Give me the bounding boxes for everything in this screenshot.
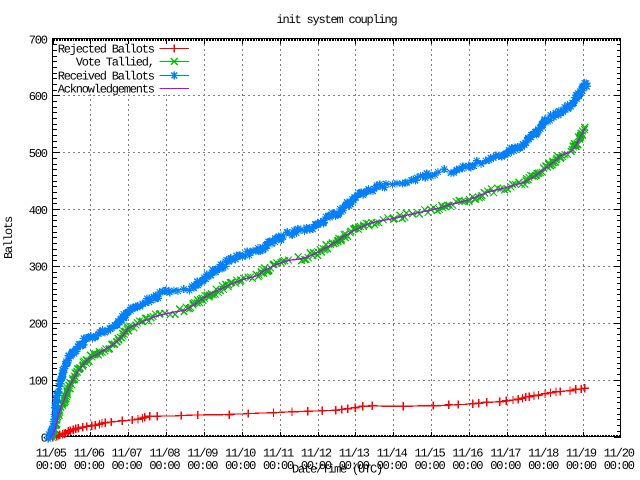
svg-text:00:00: 00:00 <box>604 459 635 473</box>
svg-text:100: 100 <box>29 374 48 388</box>
svg-text:00:00: 00:00 <box>452 459 483 473</box>
svg-text:11/17: 11/17 <box>490 446 521 460</box>
svg-text:11/15: 11/15 <box>414 446 445 460</box>
svg-text:200: 200 <box>29 318 48 332</box>
svg-text:11/18: 11/18 <box>528 446 559 460</box>
svg-text:00:00: 00:00 <box>301 459 332 473</box>
svg-text:11/05: 11/05 <box>36 446 67 460</box>
svg-text:00:00: 00:00 <box>377 459 408 473</box>
svg-text:11/07: 11/07 <box>111 446 142 460</box>
svg-text:Received Ballots: Received Ballots <box>58 70 155 84</box>
svg-text:300: 300 <box>29 261 48 275</box>
svg-text:00:00: 00:00 <box>36 459 67 473</box>
svg-text:11/11: 11/11 <box>263 446 294 460</box>
svg-text:Vote Tallied,: Vote Tallied, <box>76 56 154 70</box>
svg-text:11/20: 11/20 <box>604 446 635 460</box>
svg-text:Ballots: Ballots <box>2 216 16 259</box>
svg-text:11/19: 11/19 <box>566 446 597 460</box>
svg-text:init system coupling: init system coupling <box>276 13 397 27</box>
svg-text:11/14: 11/14 <box>377 446 408 460</box>
svg-text:00:00: 00:00 <box>263 459 294 473</box>
svg-text:700: 700 <box>29 33 48 47</box>
svg-text:00:00: 00:00 <box>414 459 445 473</box>
svg-text:00:00: 00:00 <box>490 459 521 473</box>
svg-text:00:00: 00:00 <box>528 459 559 473</box>
svg-text:Date/Time (UTC): Date/Time (UTC) <box>292 463 382 477</box>
svg-text:11/12: 11/12 <box>301 446 332 460</box>
svg-text:11/10: 11/10 <box>225 446 256 460</box>
svg-text:00:00: 00:00 <box>339 459 370 473</box>
svg-text:500: 500 <box>29 147 48 161</box>
svg-text:00:00: 00:00 <box>225 459 256 473</box>
svg-text:11/09: 11/09 <box>187 446 218 460</box>
svg-text:Acknowledgements: Acknowledgements <box>58 83 155 97</box>
svg-text:11/16: 11/16 <box>452 446 483 460</box>
svg-text:Rejected Ballots: Rejected Ballots <box>58 43 155 57</box>
svg-text:00:00: 00:00 <box>187 459 218 473</box>
svg-text:600: 600 <box>29 90 48 104</box>
svg-text:00:00: 00:00 <box>111 459 142 473</box>
svg-text:00:00: 00:00 <box>149 459 180 473</box>
svg-text:400: 400 <box>29 204 48 218</box>
svg-text:11/13: 11/13 <box>339 446 370 460</box>
svg-text:11/06: 11/06 <box>74 446 105 460</box>
svg-text:11/08: 11/08 <box>149 446 180 460</box>
svg-text:00:00: 00:00 <box>74 459 105 473</box>
svg-text:00:00: 00:00 <box>566 459 597 473</box>
